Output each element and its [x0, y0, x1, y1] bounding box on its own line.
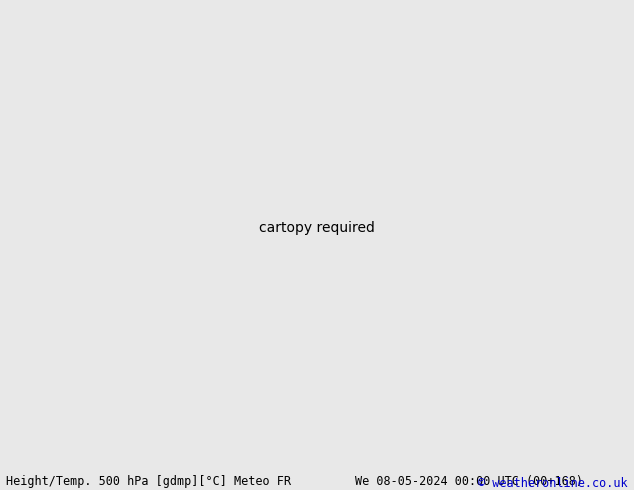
Text: cartopy required: cartopy required — [259, 221, 375, 235]
Text: Height/Temp. 500 hPa [gdmp][°C] Meteo FR: Height/Temp. 500 hPa [gdmp][°C] Meteo FR — [6, 474, 292, 488]
Text: © weatheronline.co.uk: © weatheronline.co.uk — [478, 477, 628, 490]
Text: We 08-05-2024 00:00 UTC (00+168): We 08-05-2024 00:00 UTC (00+168) — [355, 474, 583, 488]
